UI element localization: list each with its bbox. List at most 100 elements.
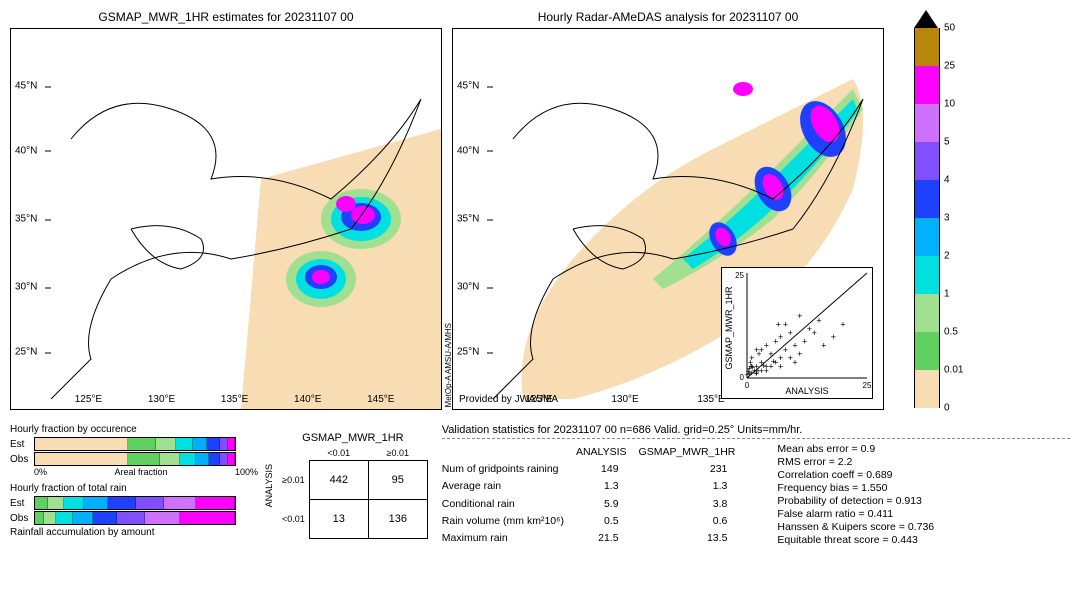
fraction-bar-row: Est xyxy=(10,437,250,451)
val-row-label: Maximum rain xyxy=(442,530,576,547)
scatter-point: + xyxy=(840,320,845,330)
fraction-bar-segment xyxy=(35,512,44,524)
precip-spot xyxy=(733,82,753,96)
scatter-points: ++++++++++++++++++++++++++++++++++++++++… xyxy=(744,311,845,380)
lat-tick: 30°N xyxy=(457,282,479,293)
colorbar-label: 2 xyxy=(944,251,950,262)
fraction-bar-label: Obs xyxy=(10,513,34,524)
colorbar-segment xyxy=(914,332,940,370)
validation-table: ANALYSIS GSMAP_MWR_1HR Num of gridpoints… xyxy=(442,443,748,547)
scatter-point: + xyxy=(816,315,821,325)
ct-row-label: ≥0.01 xyxy=(278,461,309,500)
lat-tick: 45°N xyxy=(15,81,37,92)
fraction-bar-segment xyxy=(209,453,220,465)
map-panel-right: Hourly Radar-AMeDAS analysis for 2023110… xyxy=(452,10,884,410)
fraction-bars-panel: Hourly fraction by occurence EstObs 0% A… xyxy=(10,424,250,547)
scatter-point: + xyxy=(792,357,797,367)
map-box-left: 45°N 40°N 35°N 30°N 25°N 125°E 130°E 135… xyxy=(10,28,442,410)
fraction-bar-label: Est xyxy=(10,439,34,450)
ct-cell: 442 xyxy=(309,461,368,500)
fraction-bar-segment xyxy=(128,438,156,450)
val-col: ANALYSIS xyxy=(576,443,639,460)
scatter-point: + xyxy=(754,345,759,355)
scatter-point: + xyxy=(747,364,752,374)
inset-tick: 0 xyxy=(740,373,745,382)
colorbar-segment xyxy=(914,104,940,142)
val-analysis: 0.5 xyxy=(576,512,639,529)
validation-row: Conditional rain 5.9 3.8 xyxy=(442,495,748,512)
inset-xlabel: ANALYSIS xyxy=(785,386,828,396)
colorbar-label: 50 xyxy=(944,23,955,34)
data-provider: Provided by JWA/JMA xyxy=(459,394,558,405)
fraction-bar-segment xyxy=(220,453,229,465)
val-analysis: 1.3 xyxy=(576,478,639,495)
fraction-bar-segment xyxy=(196,497,235,509)
metric-row: Mean abs error = 0.9 xyxy=(777,443,934,455)
colorbar-segment xyxy=(914,218,940,256)
fraction-bar-segment xyxy=(93,512,117,524)
colorbar-label: 0 xyxy=(944,403,950,414)
metric-row: False alarm ratio = 0.411 xyxy=(777,508,934,520)
val-analysis: 5.9 xyxy=(576,495,639,512)
colorbar-label: 3 xyxy=(944,213,950,224)
fraction-bar-segment xyxy=(128,453,160,465)
metrics-list: Mean abs error = 0.9RMS error = 2.2Corre… xyxy=(777,443,934,547)
scatter-point: + xyxy=(771,357,776,367)
fraction-bar-track xyxy=(34,437,236,451)
fraction-bar-segment xyxy=(196,453,209,465)
val-row-label: Rain volume (mm km²10⁶) xyxy=(442,512,576,529)
inset-tick: 0 xyxy=(745,381,750,390)
colorbar-segment xyxy=(914,294,940,332)
validation-panel: Validation statistics for 20231107 00 n=… xyxy=(442,424,1070,547)
map-svg-left xyxy=(11,29,441,409)
bottom-row: Hourly fraction by occurence EstObs 0% A… xyxy=(10,424,1070,547)
fraction-bar-row: Est xyxy=(10,496,250,510)
colorbar-label: 5 xyxy=(944,137,950,148)
inset-tick: 25 xyxy=(863,381,872,390)
divider xyxy=(442,438,1070,439)
fraction-bar-label: Est xyxy=(10,498,34,509)
colorbar: 502510543210.50.010 xyxy=(914,28,938,408)
ct-cell: 13 xyxy=(309,500,368,539)
fraction-bar-segment xyxy=(64,497,84,509)
fraction-bar-segment xyxy=(193,438,207,450)
val-analysis: 149 xyxy=(576,460,639,477)
lat-tick: 25°N xyxy=(15,347,37,358)
scatter-point: + xyxy=(778,362,783,372)
lat-tick: 40°N xyxy=(457,145,479,156)
val-gsmap: 3.8 xyxy=(639,495,748,512)
fraction-bar-segment xyxy=(228,453,235,465)
ct-col-label: <0.01 xyxy=(309,446,368,461)
colorbar-segment xyxy=(914,370,940,408)
lon-tick: 135°E xyxy=(221,394,248,405)
fraction-bar-segment xyxy=(145,512,181,524)
val-col: GSMAP_MWR_1HR xyxy=(639,443,748,460)
inset-scatter-svg: ++++++++++++++++++++++++++++++++++++++++… xyxy=(722,268,872,398)
fraction-bar-row: Obs xyxy=(10,452,250,466)
fraction-bar-segment xyxy=(180,512,235,524)
fraction-bar-label: Obs xyxy=(10,454,34,465)
val-row-label: Average rain xyxy=(442,478,576,495)
val-gsmap: 13.5 xyxy=(639,530,748,547)
fraction-bar-segment xyxy=(35,453,128,465)
metric-row: Correlation coeff = 0.689 xyxy=(777,469,934,481)
map-title-right: Hourly Radar-AMeDAS analysis for 2023110… xyxy=(452,10,884,24)
lat-tick: 35°N xyxy=(15,214,37,225)
metric-row: Hanssen & Kuipers score = 0.736 xyxy=(777,521,934,533)
val-analysis: 21.5 xyxy=(576,530,639,547)
precip-blob xyxy=(336,196,356,212)
inset-ylabel: GSMAP_MWR_1HR xyxy=(724,286,734,370)
validation-row: Average rain 1.3 1.3 xyxy=(442,478,748,495)
axis-left: 0% xyxy=(34,467,47,477)
fraction-bar-segment xyxy=(84,497,108,509)
fraction-bar-row: Obs xyxy=(10,511,250,525)
fraction-bar-segment xyxy=(180,453,196,465)
totalrain-footer: Rainfall accumulation by amount xyxy=(10,527,250,538)
lon-tick: 130°E xyxy=(611,394,638,405)
val-gsmap: 1.3 xyxy=(639,478,748,495)
axis-right: 100% xyxy=(235,467,258,477)
totalrain-title: Hourly fraction of total rain xyxy=(10,483,250,494)
colorbar-segment xyxy=(914,66,940,104)
inset-scatter: ++++++++++++++++++++++++++++++++++++++++… xyxy=(721,267,873,399)
val-row-label: Conditional rain xyxy=(442,495,576,512)
